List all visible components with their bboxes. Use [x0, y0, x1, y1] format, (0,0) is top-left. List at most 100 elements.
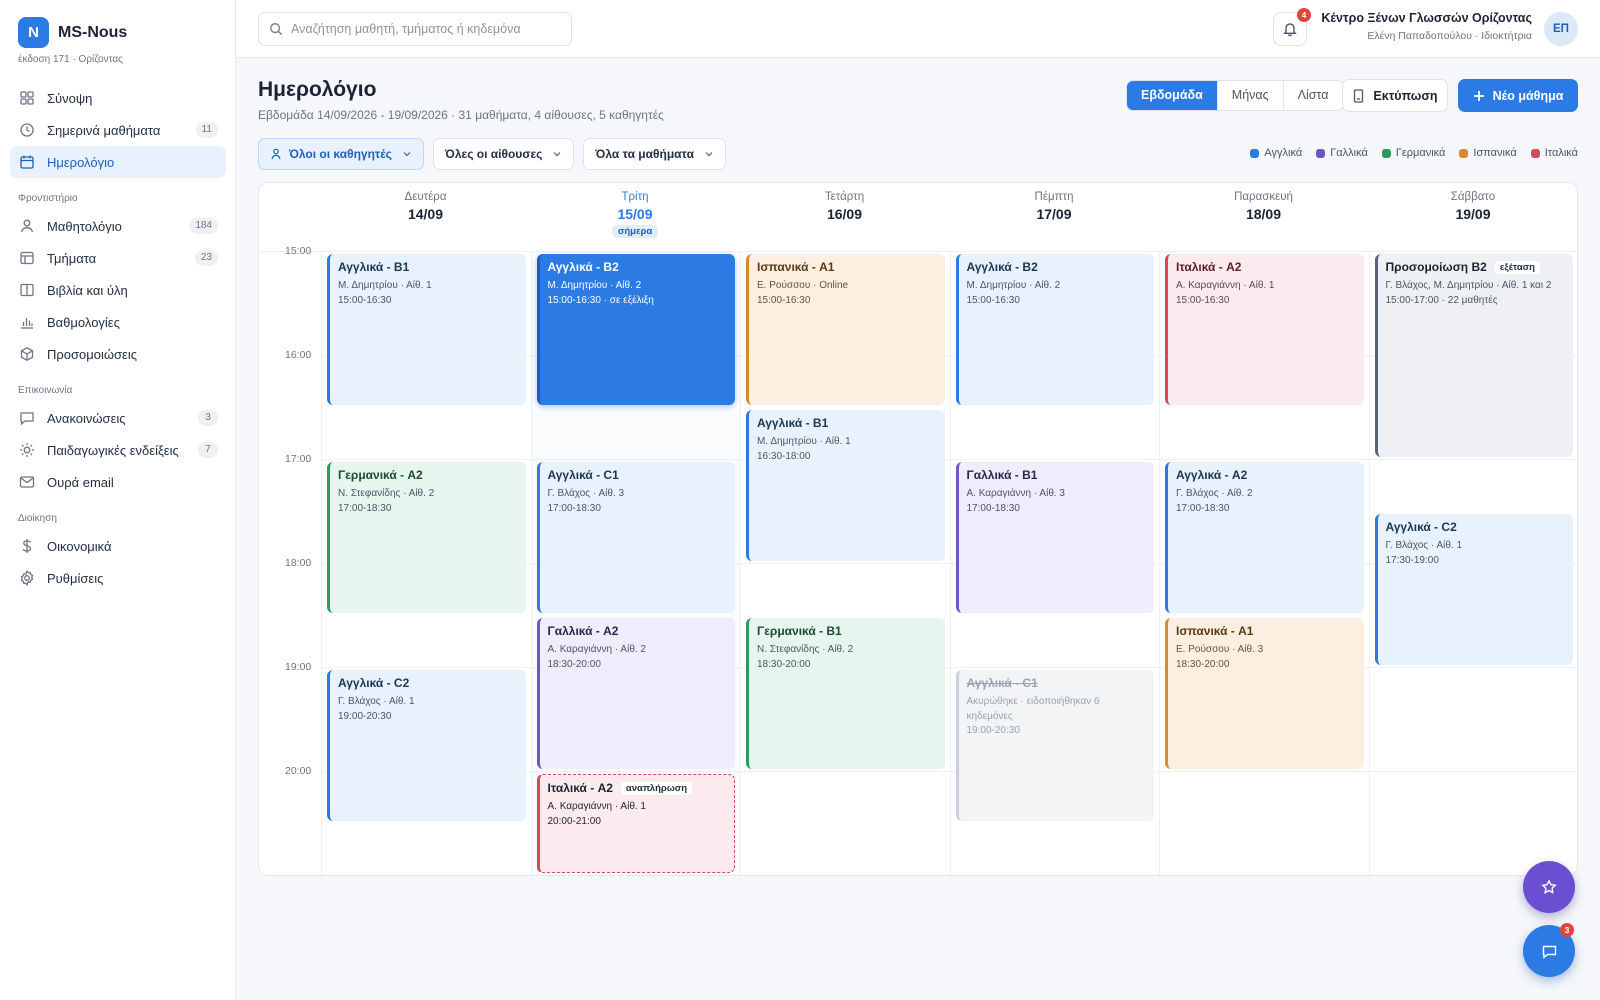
- teacher-filter[interactable]: Όλοι οι καθηγητές: [258, 138, 424, 170]
- sidebar-item-comm-0[interactable]: Ανακοινώσεις 3: [10, 402, 226, 434]
- lesson-title: Ιταλικά - A2 αναπλήρωση: [548, 781, 727, 795]
- view-month-button[interactable]: Μήνας: [1216, 81, 1283, 110]
- week-calendar: 15:00 16:00 17:00 18:00 19:00 20:00 Δευτέρα 14/…: [258, 182, 1578, 876]
- lesson-meta: Γ. Βλάχος · Αίθ. 2: [1176, 488, 1253, 499]
- org-info: Κέντρο Ξένων Γλωσσών Ορίζοντας Ελένη Παπ…: [1321, 11, 1532, 42]
- lesson-title: Αγγλικά - C2: [1386, 520, 1566, 534]
- sidebar-item-main-1[interactable]: Σημερινά μαθήματα 11: [10, 114, 226, 146]
- lesson-event[interactable]: Προσομοίωση B2 εξέταση Γ. Βλάχος, Μ. Δημητ…: [1374, 254, 1573, 457]
- legend-item: Γερμανικά: [1381, 147, 1445, 159]
- day-header[interactable]: Παρασκευή 18/09: [1159, 183, 1368, 222]
- lesson-event[interactable]: Αγγλικά - B2 Μ. Δημητρίου · Αίθ. 2 15:00-1…: [955, 254, 1154, 405]
- avatar[interactable]: ΕΠ: [1544, 12, 1578, 46]
- sidebar-item-label: Μαθητολόγιο: [47, 218, 122, 234]
- favorites-fab[interactable]: [1523, 861, 1575, 913]
- lesson-time: 18:30-20:00: [757, 658, 811, 670]
- lesson-event[interactable]: Αγγλικά - C1 Ακυρώθηκε · ειδοποιήθηκαν 6 …: [955, 670, 1154, 821]
- course-filter[interactable]: Όλα τα μαθήματα: [583, 138, 726, 170]
- lesson-event[interactable]: Αγγλικά - A2 Γ. Βλάχος · Αίθ. 2 17:00-18:3…: [1165, 462, 1364, 613]
- sidebar-item-label: Παιδαγωγικές ενδείξεις: [47, 442, 179, 458]
- view-list-button[interactable]: Λίστα: [1282, 81, 1343, 110]
- day-divider: [740, 251, 741, 875]
- org-name: Κέντρο Ξένων Γλωσσών Ορίζοντας: [1321, 11, 1532, 25]
- lesson-event[interactable]: Αγγλικά - B1 Μ. Δημητρίου · Αίθ. 1 15:00-1…: [327, 254, 526, 405]
- day-header[interactable]: Τετάρτη 16/09: [740, 183, 949, 222]
- lesson-time: 15:00-16:30: [1176, 294, 1230, 306]
- sidebar-item-label: Βαθμολογίες: [47, 314, 120, 330]
- lesson-event[interactable]: Γαλλικά - B1 Α. Καραγιάννη · Αίθ. 3 17:00-…: [955, 462, 1154, 613]
- lesson-event[interactable]: Ιταλικά - A2 αναπλήρωση Α. Καραγιάννη · Αί…: [536, 774, 735, 873]
- hour-line: [321, 563, 1577, 564]
- lesson-title-text: Αγγλικά - B1: [338, 260, 410, 274]
- lesson-title: Αγγλικά - B1: [757, 416, 937, 430]
- sidebar-item-school-0[interactable]: Μαθητολόγιο 184: [10, 210, 226, 242]
- sidebar-section-label: Διοίκηση: [18, 513, 57, 524]
- book-icon: [19, 282, 35, 298]
- message-icon: [19, 410, 35, 426]
- search-box[interactable]: [258, 12, 572, 46]
- lesson-title: Αγγλικά - C2: [338, 676, 518, 690]
- lesson-event[interactable]: Αγγλικά - B1 Μ. Δημητρίου · Αίθ. 1 16:30-1…: [746, 410, 945, 561]
- room-filter[interactable]: Όλες οι αίθουσες: [432, 138, 575, 170]
- sidebar-item-main-0[interactable]: Σύνοψη: [10, 82, 226, 114]
- lesson-event[interactable]: Γαλλικά - A2 Α. Καραγιάννη · Αίθ. 2 18:30-…: [536, 618, 735, 769]
- sidebar-item-school-2[interactable]: Βιβλία και ύλη: [10, 274, 226, 306]
- search-icon: [269, 22, 283, 36]
- day-date: 16/09: [826, 206, 863, 222]
- day-divider: [321, 251, 322, 875]
- view-week-button[interactable]: Εβδομάδα: [1127, 81, 1217, 110]
- sidebar-item-school-4[interactable]: Προσομοιώσεις: [10, 338, 226, 370]
- brand[interactable]: N MS-Nous: [18, 17, 127, 48]
- language-legend: Αγγλικά Γαλλικά Γερμανικά Ισπανικά Ιταλικά: [1236, 147, 1578, 159]
- legend-label: Αγγλικά: [1264, 147, 1303, 159]
- sidebar-item-comm-2[interactable]: Ουρά email: [10, 466, 226, 498]
- sidebar-item-admin-0[interactable]: Οικονομικά: [10, 530, 226, 562]
- lesson-event[interactable]: Αγγλικά - C2 Γ. Βλάχος · Αίθ. 1 17:30-19:0…: [1374, 514, 1573, 665]
- mail-icon: [19, 474, 35, 490]
- day-header[interactable]: Τρίτη 15/09 σήμερα: [531, 183, 740, 238]
- chevron-down-icon: [402, 149, 412, 159]
- chat-fab[interactable]: 3: [1523, 923, 1575, 977]
- chat-badge: 3: [1560, 923, 1574, 937]
- legend-swatch: [1250, 148, 1260, 158]
- legend-label: Ισπανικά: [1473, 147, 1517, 159]
- sidebar-item-admin-1[interactable]: Ρυθμίσεις: [10, 562, 226, 594]
- lesson-title: Γαλλικά - B1: [967, 468, 1147, 482]
- lesson-event[interactable]: Ιταλικά - A2 Α. Καραγιάννη · Αίθ. 1 15:00-…: [1165, 254, 1364, 405]
- print-button[interactable]: Εκτύπωση: [1342, 79, 1448, 112]
- lesson-event[interactable]: Ισπανικά - A1 Ε. Ρούσσου · Online 15:00-16…: [746, 254, 945, 405]
- legend-swatch: [1459, 148, 1469, 158]
- search-input[interactable]: [291, 22, 561, 36]
- notifications-button[interactable]: 4: [1273, 8, 1311, 46]
- day-date: 14/09: [407, 206, 444, 222]
- new-lesson-button[interactable]: Νέο μάθημα: [1458, 79, 1578, 112]
- sidebar-item-school-1[interactable]: Τμήματα 23: [10, 242, 226, 274]
- lesson-details: Γ. Βλάχος · Αίθ. 2 17:00-18:30: [1176, 487, 1356, 516]
- sidebar-item-label: Ανακοινώσεις: [47, 410, 126, 426]
- day-header[interactable]: Σάββατο 19/09: [1369, 183, 1578, 222]
- lesson-time: 15:00-17:00 · 22 μαθητές: [1385, 294, 1498, 306]
- lesson-event[interactable]: Γερμανικά - A2 Ν. Στεφανίδης · Αίθ. 2 17:0…: [327, 462, 526, 613]
- lesson-meta: Ε. Ρούσσου · Αίθ. 3: [1176, 644, 1264, 655]
- current-user: Ελένη Παπαδοπούλου · Ιδιοκτήτρια: [1367, 30, 1532, 42]
- day-header[interactable]: Δευτέρα 14/09: [321, 183, 530, 222]
- day-name: Τρίτη: [621, 191, 649, 203]
- lesson-event[interactable]: Γερμανικά - B1 Ν. Στεφανίδης · Αίθ. 2 18:3…: [746, 618, 945, 769]
- sidebar-section-label: Φροντιστήριο: [18, 193, 78, 204]
- day-header[interactable]: Πέμπτη 17/09: [950, 183, 1159, 222]
- sidebar-item-school-3[interactable]: Βαθμολογίες: [10, 306, 226, 338]
- grid-icon: [19, 90, 35, 106]
- lesson-event[interactable]: Αγγλικά - C1 Γ. Βλάχος · Αίθ. 3 17:00-18:3…: [536, 462, 735, 613]
- sidebar-item-main-2[interactable]: Ημερολόγιο: [10, 146, 226, 178]
- lesson-event[interactable]: Αγγλικά - B2 Μ. Δημητρίου · Αίθ. 2 15:00-1…: [536, 254, 735, 405]
- lesson-details: Ν. Στεφανίδης · Αίθ. 2 17:00-18:30: [338, 487, 518, 516]
- day-name: Δευτέρα: [404, 191, 447, 203]
- legend-item: Γαλλικά: [1316, 147, 1368, 159]
- view-switch: Εβδομάδα Μήνας Λίστα: [1126, 80, 1344, 111]
- lesson-details: Α. Καραγιάννη · Αίθ. 3 17:00-18:30: [967, 487, 1147, 516]
- legend-swatch: [1381, 148, 1391, 158]
- lesson-event[interactable]: Αγγλικά - C2 Γ. Βλάχος · Αίθ. 1 19:00-20:3…: [327, 670, 526, 821]
- sidebar-item-comm-1[interactable]: Παιδαγωγικές ενδείξεις 7: [10, 434, 226, 466]
- lesson-event[interactable]: Ισπανικά - A1 Ε. Ρούσσου · Αίθ. 3 18:30-20…: [1165, 618, 1364, 769]
- page-subtitle: Εβδομάδα 14/09/2026 - 19/09/2026 · 31 μα…: [258, 108, 664, 122]
